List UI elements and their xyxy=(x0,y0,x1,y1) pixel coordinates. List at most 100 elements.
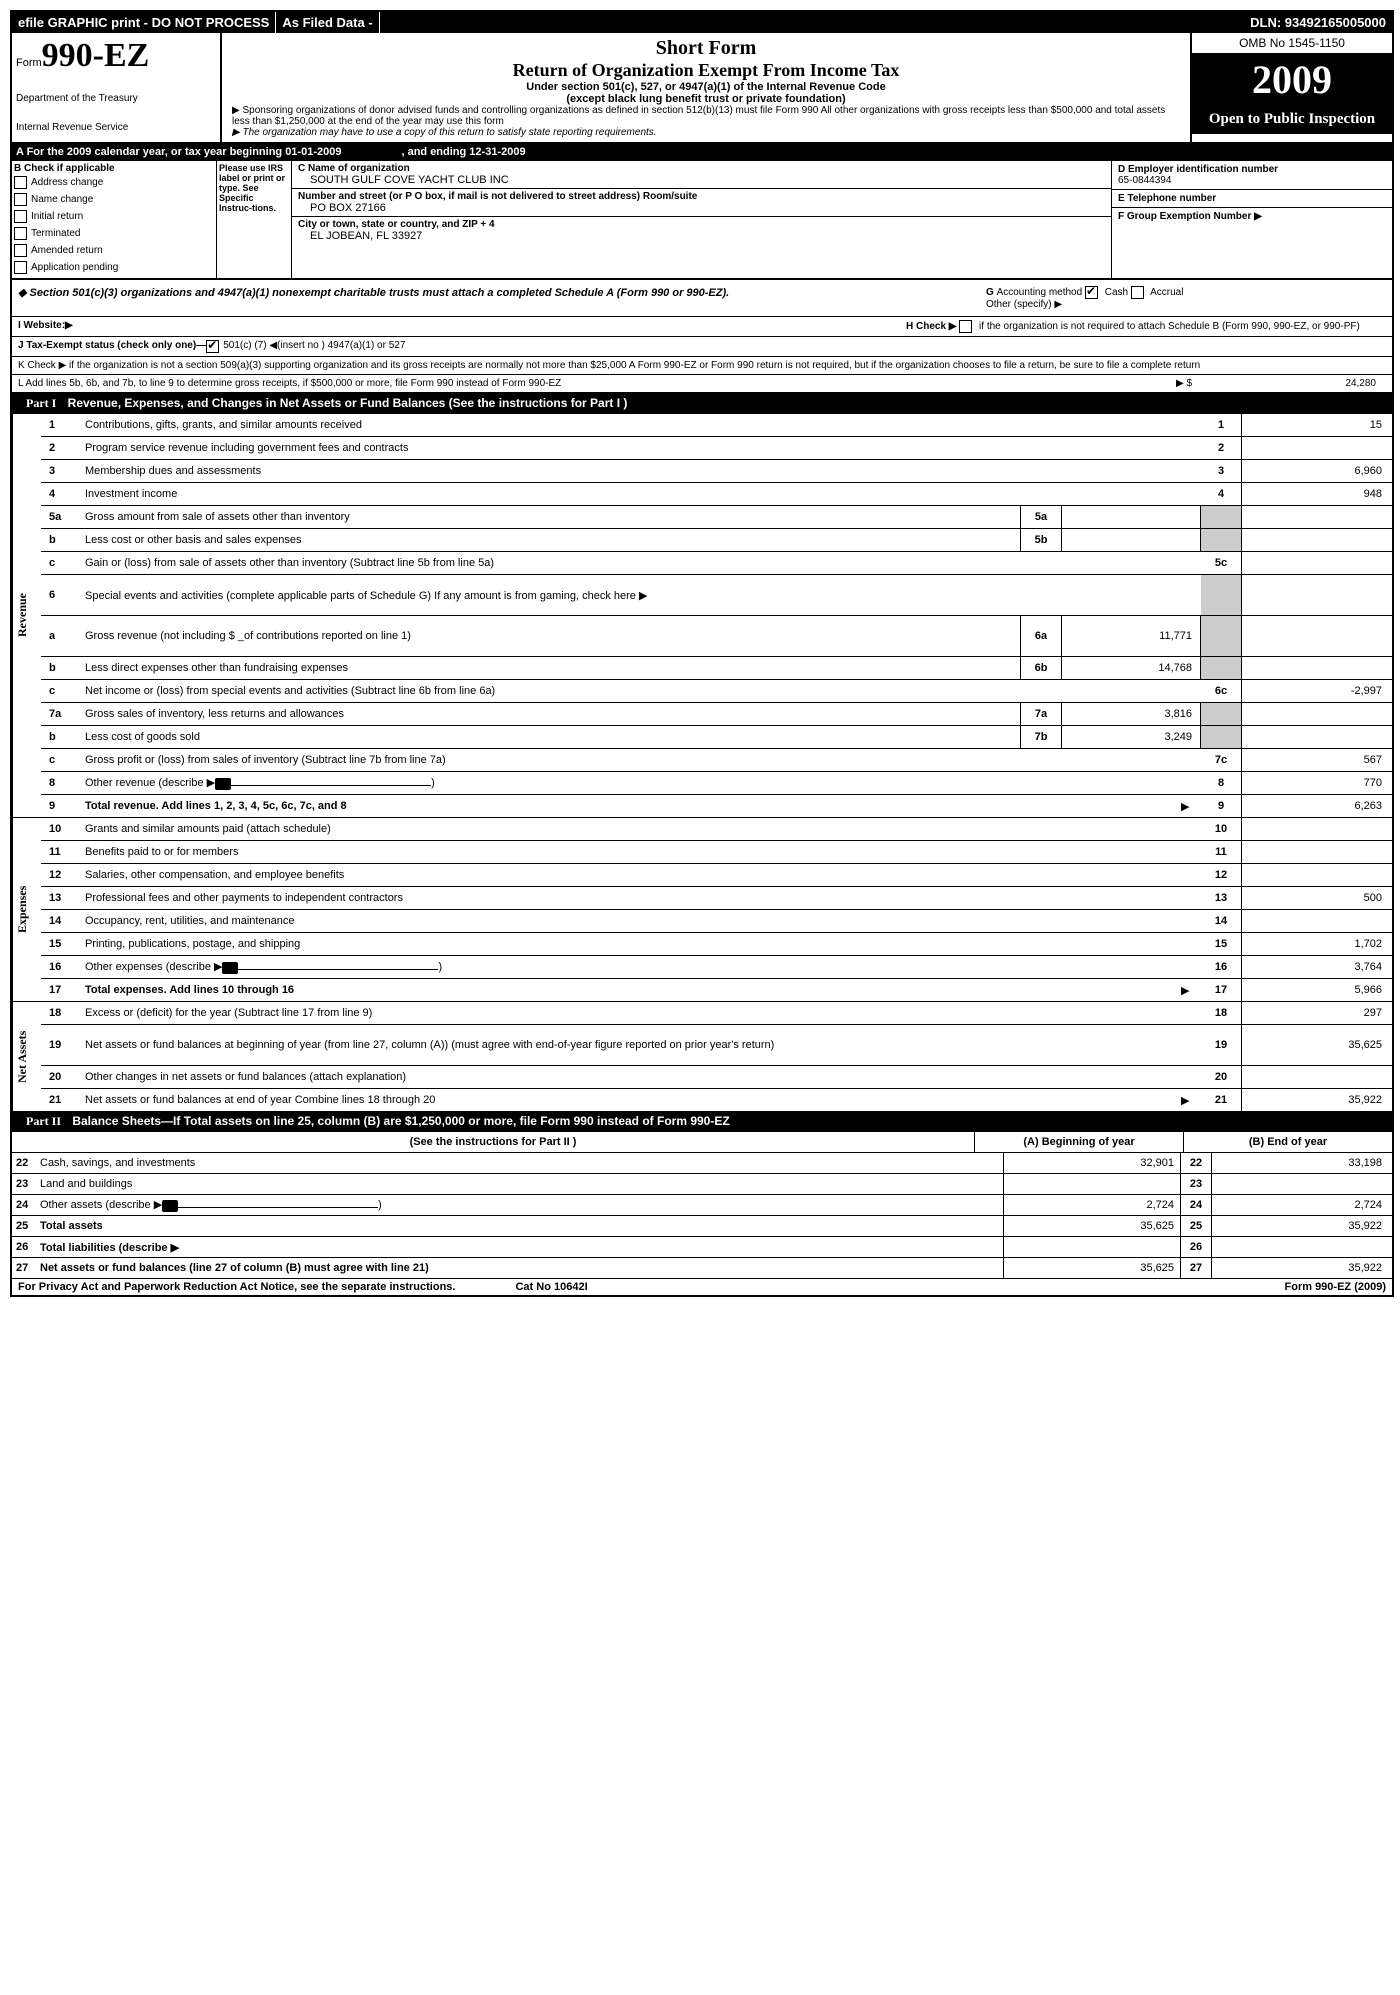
table-row: 9Total revenue. Add lines 1, 2, 3, 4, 5c… xyxy=(41,795,1392,817)
mid-line-number: 5b xyxy=(1020,529,1062,551)
part1-label: Part I xyxy=(18,395,64,412)
line-number: 10 xyxy=(41,823,81,835)
col-a-header: (A) Beginning of year xyxy=(974,1132,1183,1152)
col-c: C Name of organization SOUTH GULF COVE Y… xyxy=(292,161,1111,278)
check-pending[interactable]: Application pending xyxy=(14,259,214,276)
attachment-icon[interactable] xyxy=(215,778,231,790)
netassets-rows: 18Excess or (deficit) for the year (Subt… xyxy=(41,1002,1392,1111)
table-row: bLess cost of goods sold7b3,249 xyxy=(41,726,1392,749)
row-k: K Check ▶ if the organization is not a s… xyxy=(12,357,1392,375)
right-line-number: 11 xyxy=(1201,841,1242,863)
line-number: 25 xyxy=(12,1220,40,1232)
netassets-side-label: Net Assets xyxy=(12,1002,41,1111)
line-number: 5a xyxy=(41,511,81,523)
right-line-number: 9 xyxy=(1201,795,1242,817)
addr-label: Number and street (or P O box, if mail i… xyxy=(298,191,1105,202)
line-number: b xyxy=(41,731,81,743)
table-row: 8Other revenue (describe ▶)8770 xyxy=(41,772,1392,795)
line-number: 9 xyxy=(41,800,81,812)
part2-instr: (See the instructions for Part II ) xyxy=(12,1132,974,1152)
footer-mid: Cat No 10642I xyxy=(515,1281,587,1293)
line-description: Total revenue. Add lines 1, 2, 3, 4, 5c,… xyxy=(81,798,1181,814)
right-value: 6,263 xyxy=(1242,800,1392,812)
right-line-number: 17 xyxy=(1201,979,1242,1001)
check-name-change[interactable]: Name change xyxy=(14,191,214,208)
line-description: Occupancy, rent, utilities, and maintena… xyxy=(81,913,1201,929)
line-number: 1 xyxy=(41,419,81,431)
row-a-ending: , and ending 12-31-2009 xyxy=(401,146,525,158)
line-number: c xyxy=(41,685,81,697)
col-right: D Employer identification number 65-0844… xyxy=(1111,161,1392,278)
table-row: 7aGross sales of inventory, less returns… xyxy=(41,703,1392,726)
line-description: Other assets (describe ▶) xyxy=(40,1198,1003,1211)
line-description: Land and buildings xyxy=(40,1178,1003,1190)
line-number: 23 xyxy=(12,1178,40,1190)
mid-value xyxy=(1062,529,1201,551)
attachment-icon[interactable] xyxy=(222,962,238,974)
city-value: EL JOBEAN, FL 33927 xyxy=(298,230,1105,242)
ein-value: 65-0844394 xyxy=(1118,175,1386,186)
check-amended[interactable]: Amended return xyxy=(14,242,214,259)
line-description: Membership dues and assessments xyxy=(81,463,1201,479)
line-number: 12 xyxy=(41,869,81,881)
header-center: Short Form Return of Organization Exempt… xyxy=(222,33,1190,142)
check-h[interactable] xyxy=(959,320,972,333)
line-number: 7a xyxy=(41,708,81,720)
line-description: Other revenue (describe ▶) xyxy=(81,774,1201,791)
right-line-number: 19 xyxy=(1201,1025,1242,1065)
group-exemption-row: F Group Exemption Number ▶ xyxy=(1112,208,1392,225)
line-number: 16 xyxy=(41,961,81,973)
right-value: 3,764 xyxy=(1242,961,1392,973)
arrow-icon: ▶ xyxy=(1181,800,1201,813)
table-row: 4Investment income4948 xyxy=(41,483,1392,506)
line-number: 4 xyxy=(41,488,81,500)
line-number: 24 xyxy=(12,1199,40,1211)
line-description: Cash, savings, and investments xyxy=(40,1157,1003,1169)
section-501-text: ◆ Section 501(c)(3) organizations and 49… xyxy=(18,286,986,310)
check-initial-return[interactable]: Initial return xyxy=(14,208,214,225)
arrow-icon: ▶ xyxy=(1181,1094,1201,1107)
dln-number: DLN: 93492165005000 xyxy=(1244,12,1392,33)
dept-treasury: Department of the Treasury xyxy=(16,93,216,104)
line-description: Gross profit or (loss) from sales of inv… xyxy=(81,752,1201,768)
mid-number: 24 xyxy=(1180,1195,1212,1215)
revenue-section: Revenue 1Contributions, gifts, grants, a… xyxy=(12,414,1392,817)
line-number: b xyxy=(41,534,81,546)
part2-col-headers: (See the instructions for Part II ) (A) … xyxy=(12,1132,1392,1153)
check-501c[interactable] xyxy=(206,340,219,353)
check-address-change[interactable]: Address change xyxy=(14,174,214,191)
mid-line-number: 6a xyxy=(1020,616,1062,656)
line-description: Other changes in net assets or fund bala… xyxy=(81,1069,1201,1085)
table-row: 16Other expenses (describe ▶)163,764 xyxy=(41,956,1392,979)
table-row: cNet income or (loss) from special event… xyxy=(41,680,1392,703)
check-terminated[interactable]: Terminated xyxy=(14,225,214,242)
line-number: b xyxy=(41,662,81,674)
row-a: A For the 2009 calendar year, or tax yea… xyxy=(12,144,1392,161)
col-b-value xyxy=(1212,1174,1392,1194)
arrow-icon: ▶ xyxy=(1181,984,1201,997)
attachment-icon[interactable] xyxy=(162,1200,178,1212)
line-description: Other expenses (describe ▶) xyxy=(81,958,1201,975)
org-name-label: C Name of organization xyxy=(298,163,1105,174)
line-number: 15 xyxy=(41,938,81,950)
right-value: 770 xyxy=(1242,777,1392,789)
right-line-number xyxy=(1201,616,1242,656)
right-value: 500 xyxy=(1242,892,1392,904)
ein-label: D Employer identification number xyxy=(1118,164,1386,175)
line-description: Printing, publications, postage, and shi… xyxy=(81,936,1201,952)
line-description: Special events and activities (complete … xyxy=(81,587,1201,604)
check-cash[interactable] xyxy=(1085,286,1098,299)
mid-number: 22 xyxy=(1180,1153,1212,1173)
line-number: 22 xyxy=(12,1157,40,1169)
line-number: 3 xyxy=(41,465,81,477)
short-form-title: Short Form xyxy=(232,37,1180,60)
line-number: 14 xyxy=(41,915,81,927)
right-line-number: 16 xyxy=(1201,956,1242,978)
line-description: Grants and similar amounts paid (attach … xyxy=(81,821,1201,837)
city-label: City or town, state or country, and ZIP … xyxy=(298,219,1105,230)
check-accrual[interactable] xyxy=(1131,286,1144,299)
line-number: 20 xyxy=(41,1071,81,1083)
col-b: B Check if applicable Address change Nam… xyxy=(12,161,217,278)
info-block: B Check if applicable Address change Nam… xyxy=(12,161,1392,280)
line-description: Total liabilities (describe ▶ xyxy=(40,1241,1003,1254)
